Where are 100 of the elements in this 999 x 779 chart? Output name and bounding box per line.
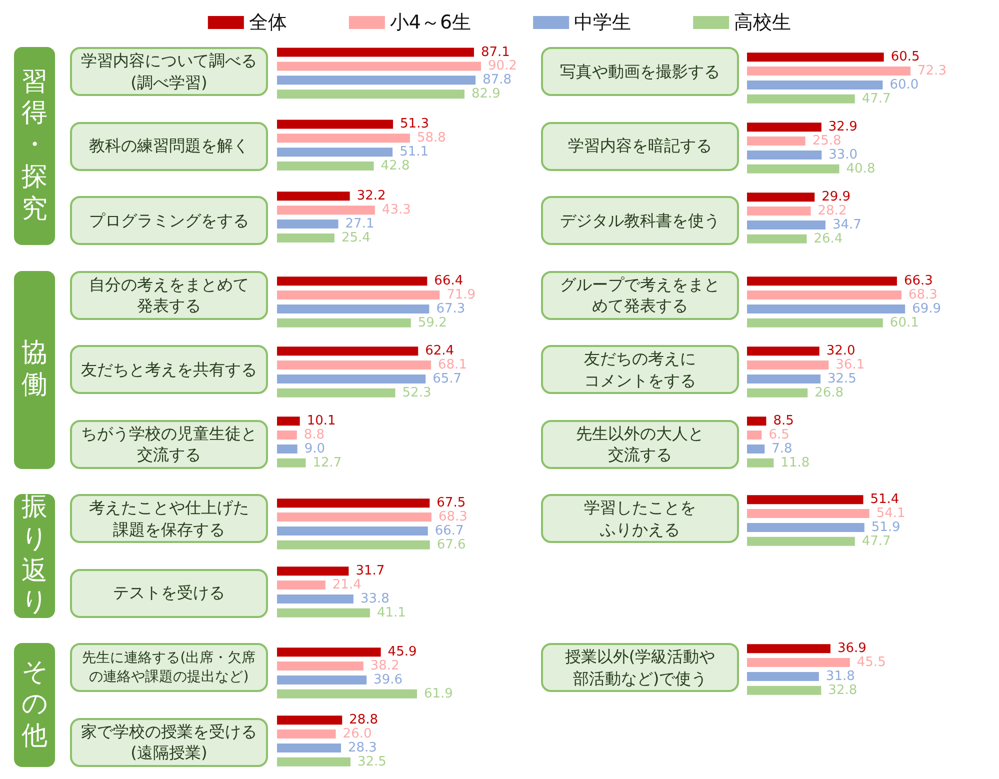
data-label: 68.3 [438,510,468,525]
bar [277,526,428,536]
data-label: 29.9 [822,190,851,205]
y-tick-label: 考えたことや仕上げた課題を保存する [88,497,250,540]
data-label: 27.1 [345,216,374,232]
bar [277,290,440,300]
data-label: 68.1 [438,357,467,372]
bar [277,388,396,397]
legend-label: 小4～6生 [390,12,472,34]
data-label: 51.4 [870,492,900,508]
data-label: 36.9 [837,641,866,656]
bar [277,304,430,313]
bar [277,648,381,657]
bar [747,192,815,202]
data-label: 67.5 [436,496,466,511]
y-tick-label: 先生以外の大人と交流する [575,422,705,466]
data-label: 6.5 [768,427,790,442]
bar [277,498,430,508]
bar [747,290,902,300]
bar [277,566,349,576]
bar [747,672,819,681]
data-label: 32.5 [828,370,856,386]
bar [277,192,350,201]
data-label: 34.7 [832,217,862,232]
data-label: 11.8 [780,454,810,470]
data-label: 32.9 [828,120,858,135]
data-label: 28.3 [348,740,377,756]
bar [277,346,418,356]
data-label: 51.9 [871,520,900,535]
bar [747,509,870,518]
data-label: 31.7 [356,564,385,579]
y-tick-label: 教科の練習問題を解く [88,135,250,157]
data-label: 45.9 [388,644,417,660]
bar [277,148,393,157]
bar [277,430,297,440]
bar [277,120,394,129]
bar [277,360,432,370]
data-label: 60.0 [890,77,919,92]
bar [747,416,766,426]
data-label: 28.2 [818,204,847,219]
data-label: 51.1 [400,144,429,160]
bar [747,522,864,532]
data-label: 59.2 [418,314,447,330]
data-label: 47.7 [862,91,891,106]
bar [747,234,807,244]
data-label: 47.7 [862,534,891,549]
data-label: 8.8 [304,427,325,442]
bar [277,62,481,71]
data-label: 33.8 [360,591,390,606]
data-label: 60.5 [890,50,920,65]
bar [277,233,334,242]
y-tick-label: 先生に連絡する(出席・欠席の連絡や課題の提出など) [81,649,257,686]
bar [277,512,432,522]
bar [747,122,822,132]
data-label: 66.4 [434,273,464,288]
legend-label: 中学生 [574,12,632,34]
y-tick-label: 学習内容を暗記する [567,135,713,157]
data-label: 67.6 [436,537,466,552]
bar [277,318,411,327]
bar [747,318,883,327]
legend-label: 高校生 [734,12,792,34]
y-tick-label: グループで考えをまとめて発表する [559,274,721,316]
data-label: 52.3 [402,384,432,400]
data-label: 8.5 [773,413,794,428]
data-label: 65.7 [432,370,462,386]
bar [747,658,850,668]
data-label: 32.0 [826,343,856,358]
data-label: 87.8 [482,72,512,88]
y-tick-label: 学習内容について調べる(調べ学習) [80,50,258,93]
bar [277,206,375,215]
bar [277,662,364,671]
y-tick-label: 友だちの考えにコメントをする [583,348,697,391]
data-label: 12.7 [312,454,342,470]
y-tick-label: 写真や動画を撮影する [559,60,721,82]
bar [747,536,855,546]
data-label: 66.3 [904,273,933,288]
bar [747,458,774,467]
bar [747,136,806,146]
data-label: 71.9 [446,287,476,302]
data-label: 69.9 [912,300,942,316]
bar [747,430,762,440]
data-label: 58.8 [416,130,446,146]
y-tick-label: プログラミングをする [88,210,250,232]
data-label: 26.0 [342,726,372,742]
bar [277,444,298,453]
bar [277,90,464,99]
text: 習得・探究 [22,66,48,226]
text: その他 [22,657,48,752]
bar [747,644,830,654]
data-label: 61.9 [424,686,453,702]
bar [747,388,808,397]
data-label: 32.2 [356,188,386,204]
bar [277,162,374,171]
data-label: 25.4 [341,230,370,246]
y-tick-label: 学習したことをふりかえる [583,497,697,540]
bar [277,716,342,725]
bar [747,686,822,695]
data-label: 21.4 [332,578,362,593]
bar [277,48,474,57]
data-label: 62.4 [425,343,454,358]
